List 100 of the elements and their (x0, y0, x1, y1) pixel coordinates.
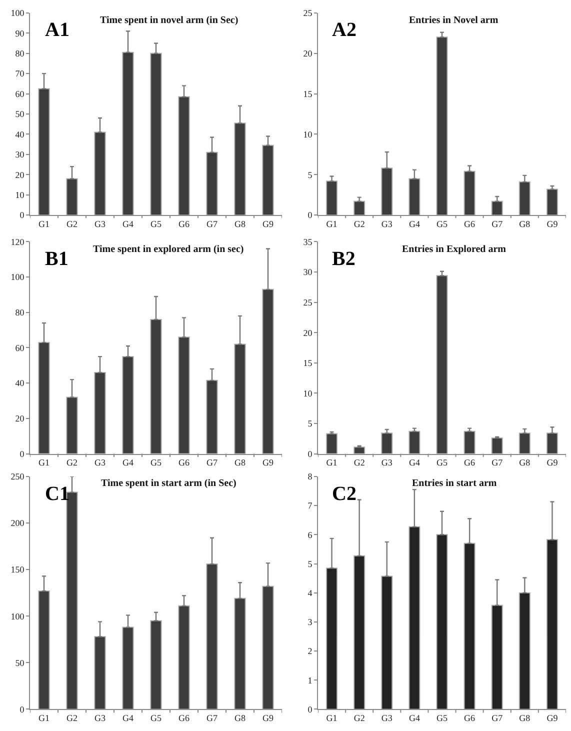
x-tick-label: G8 (234, 458, 246, 468)
x-tick-label: G4 (122, 713, 134, 724)
y-tick-label: 90 (15, 28, 25, 38)
x-tick-label: G4 (122, 458, 134, 468)
x-tick-label: G5 (436, 713, 448, 724)
y-tick-label: 50 (15, 109, 25, 120)
x-tick-label: G3 (381, 713, 393, 724)
y-tick-label: 80 (15, 308, 25, 318)
x-tick-label: G6 (178, 713, 190, 724)
y-tick-label: 8 (308, 472, 313, 482)
x-tick-label: G6 (464, 458, 476, 468)
x-tick-label: G1 (38, 458, 50, 468)
x-tick-label: G3 (381, 218, 393, 229)
x-tick-label: G6 (178, 458, 190, 468)
y-tick-label: 100 (10, 8, 25, 18)
y-tick-label: 10 (303, 129, 313, 140)
annotation: A2 (332, 19, 356, 41)
x-tick-label: G9 (262, 458, 274, 468)
x-tick-label: G7 (492, 218, 504, 229)
x-tick-label: G3 (94, 713, 106, 724)
annotation: B1 (45, 248, 68, 270)
y-tick-label: 0 (308, 448, 313, 459)
x-tick-label: G8 (234, 713, 246, 724)
y-tick-label: 4 (308, 588, 313, 598)
x-tick-label: G9 (262, 713, 274, 724)
x-tick-label: G2 (66, 713, 78, 724)
x-tick-label: G7 (206, 713, 218, 724)
y-tick-label: 0 (308, 704, 313, 714)
y-tick-label: 70 (15, 68, 25, 79)
y-tick-label: 10 (303, 388, 313, 398)
x-tick-label: G2 (354, 458, 365, 468)
y-tick-label: 20 (15, 170, 25, 180)
x-tick-label: G5 (436, 218, 448, 229)
y-tick-label: 0 (20, 210, 25, 220)
y-tick-label: 60 (15, 88, 25, 99)
chart-title: Entries in Explored arm (402, 244, 507, 255)
x-tick-label: G9 (262, 218, 274, 229)
y-tick-label: 120 (10, 236, 25, 247)
annotation: A1 (45, 19, 70, 41)
x-tick-label: G7 (206, 458, 218, 468)
annotation: C2 (332, 483, 356, 505)
x-tick-label: G5 (150, 218, 162, 229)
x-tick-label: G2 (354, 218, 365, 229)
y-tick-label: 30 (15, 150, 25, 160)
y-tick-label: 15 (303, 358, 313, 368)
x-tick-label: G8 (519, 218, 531, 229)
x-tick-label: G2 (66, 218, 78, 229)
y-tick-label: 60 (15, 342, 25, 353)
x-tick-label: G8 (234, 218, 246, 229)
y-tick-label: 6 (308, 530, 313, 540)
y-tick-label: 35 (303, 236, 313, 247)
chart-title: Time spent in novel arm (in Sec) (100, 15, 238, 26)
y-tick-label: 25 (303, 8, 313, 18)
x-tick-label: G1 (38, 218, 50, 229)
y-tick-label: 40 (15, 378, 25, 388)
x-tick-label: G7 (492, 713, 504, 724)
chart-title: Entries in Novel arm (409, 15, 499, 26)
y-tick-label: 2 (308, 646, 312, 656)
y-tick-label: 25 (303, 297, 313, 308)
x-tick-label: G7 (206, 218, 218, 229)
y-tick-label: 5 (308, 558, 313, 569)
y-tick-label: 100 (10, 272, 25, 282)
x-tick-label: G5 (150, 458, 162, 468)
x-tick-label: G4 (408, 458, 420, 468)
y-tick-label: 30 (303, 267, 313, 278)
annotation: B2 (332, 248, 356, 270)
y-tick-label: 20 (15, 414, 25, 424)
x-tick-label: G5 (150, 713, 162, 724)
x-tick-label: G9 (546, 458, 558, 468)
x-tick-label: G6 (464, 218, 476, 229)
y-tick-label: 80 (15, 48, 25, 58)
annotation: C1 (45, 483, 70, 505)
x-tick-label: G5 (436, 458, 448, 468)
y-tick-label: 20 (303, 328, 313, 338)
x-tick-label: G6 (464, 713, 476, 724)
x-tick-label: G4 (122, 218, 134, 229)
x-tick-label: G8 (519, 458, 531, 468)
chart-title: Entries in start arm (412, 478, 498, 489)
chart-title: Time spent in start arm (in Sec) (101, 478, 236, 489)
y-tick-label: 1 (308, 675, 312, 686)
x-tick-label: G1 (38, 713, 50, 724)
y-tick-label: 0 (20, 448, 25, 459)
y-tick-label: 10 (15, 190, 25, 200)
y-tick-label: 200 (10, 518, 25, 528)
x-tick-label: G4 (408, 218, 420, 229)
y-tick-label: 0 (20, 704, 25, 714)
x-tick-label: G1 (326, 218, 338, 229)
y-tick-label: 5 (308, 170, 313, 180)
y-tick-label: 150 (10, 564, 25, 575)
y-tick-label: 20 (303, 48, 313, 58)
x-tick-label: G2 (354, 713, 365, 724)
y-tick-label: 250 (10, 472, 25, 482)
chart-title: Time spent in explored arm (in sec) (93, 244, 244, 255)
x-tick-label: G9 (546, 218, 558, 229)
y-tick-label: 15 (303, 88, 313, 99)
y-tick-label: 7 (308, 500, 313, 511)
x-tick-label: G8 (519, 713, 531, 724)
x-tick-label: G9 (546, 713, 558, 724)
y-tick-label: 50 (15, 658, 25, 668)
x-tick-label: G6 (178, 218, 190, 229)
